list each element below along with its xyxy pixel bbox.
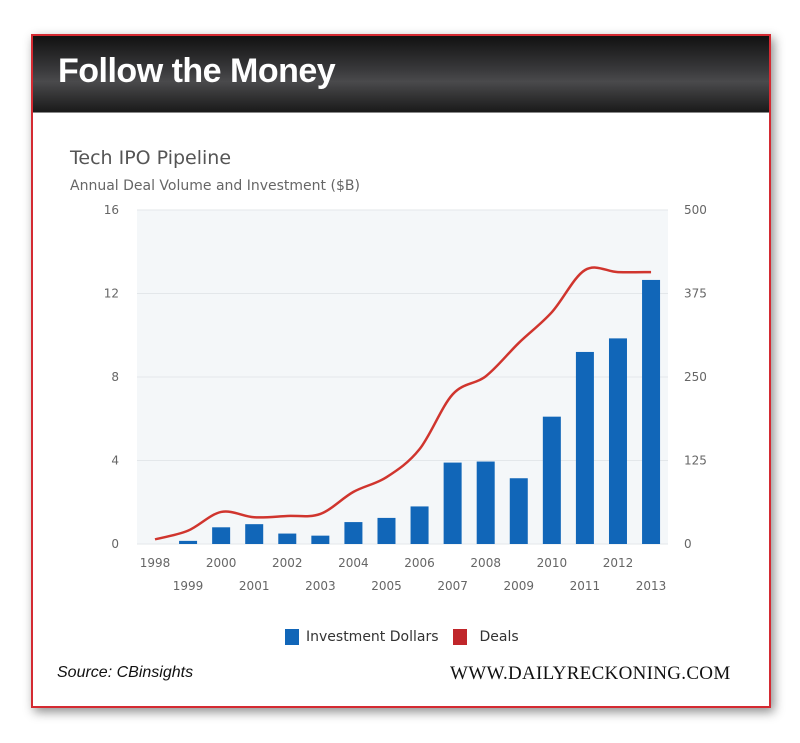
deals-line bbox=[154, 266, 652, 541]
x-tick-label: 1998 bbox=[140, 556, 171, 570]
x-tick-label: 2009 bbox=[503, 579, 534, 593]
x-tick-label: 2011 bbox=[570, 579, 601, 593]
header-bar: Follow the Money bbox=[33, 36, 769, 113]
bar-2007 bbox=[443, 462, 462, 544]
y-left-tick-label: 0 bbox=[111, 537, 119, 551]
bar-2006 bbox=[410, 506, 429, 544]
y-right-tick-label: 125 bbox=[684, 454, 707, 468]
y-left-tick-label: 4 bbox=[111, 454, 119, 468]
y-right-tick-label: 375 bbox=[684, 287, 707, 301]
header-title: Follow the Money bbox=[58, 52, 336, 90]
x-tick-label: 2007 bbox=[437, 579, 468, 593]
legend: Investment Dollars Deals bbox=[285, 629, 519, 645]
bar-2008 bbox=[476, 461, 495, 544]
bar-2004 bbox=[344, 522, 363, 544]
chart-subtitle: Annual Deal Volume and Investment ($B) bbox=[70, 178, 360, 194]
source-note: Source: CBinsights bbox=[57, 664, 194, 681]
x-tick-label: 2002 bbox=[272, 556, 303, 570]
y-left-tick-label: 12 bbox=[104, 287, 119, 301]
site-url: WWW.DAILYRECKONING.COM bbox=[450, 663, 731, 684]
y-right-tick-label: 500 bbox=[684, 203, 707, 217]
bar-2000 bbox=[212, 527, 231, 544]
x-tick-label: 1999 bbox=[173, 579, 204, 593]
legend-label-deals: Deals bbox=[479, 629, 519, 645]
y-left-tick-label: 16 bbox=[104, 203, 119, 217]
bar-1999 bbox=[179, 540, 198, 544]
legend-swatch-deals bbox=[452, 629, 467, 645]
chart-title: Tech IPO Pipeline bbox=[70, 147, 232, 169]
legend-swatch-investment bbox=[285, 629, 299, 645]
bar-2005 bbox=[377, 517, 396, 544]
bar-2010 bbox=[542, 416, 561, 544]
x-tick-label: 2006 bbox=[404, 556, 435, 570]
bar-2009 bbox=[509, 478, 528, 544]
x-tick-label: 2001 bbox=[239, 579, 270, 593]
x-tick-label: 2012 bbox=[603, 556, 634, 570]
x-tick-label: 2004 bbox=[338, 556, 369, 570]
bar-2001 bbox=[245, 524, 264, 544]
bar-2013 bbox=[642, 279, 661, 544]
y-right-tick-label: 0 bbox=[684, 537, 692, 551]
legend-label-investment: Investment Dollars bbox=[306, 629, 439, 645]
bar-2003 bbox=[311, 535, 330, 544]
y-left-tick-label: 8 bbox=[111, 370, 119, 384]
x-tick-label: 2000 bbox=[206, 556, 237, 570]
x-tick-label: 2010 bbox=[537, 556, 568, 570]
bar-2012 bbox=[608, 338, 627, 544]
x-tick-label: 2013 bbox=[636, 579, 667, 593]
x-tick-label: 2008 bbox=[470, 556, 501, 570]
bar-2002 bbox=[278, 533, 297, 544]
x-tick-label: 2005 bbox=[371, 579, 402, 593]
y-right-tick-label: 250 bbox=[684, 370, 707, 384]
x-tick-label: 2003 bbox=[305, 579, 336, 593]
bar-2011 bbox=[575, 351, 594, 544]
